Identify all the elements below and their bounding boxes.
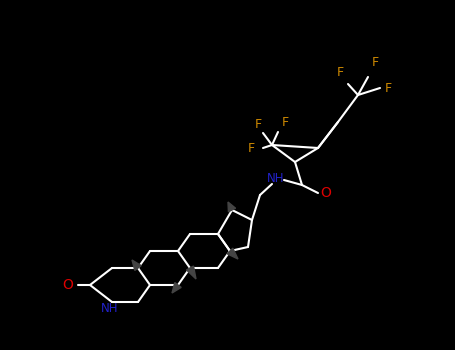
- Text: F: F: [371, 56, 379, 69]
- Polygon shape: [227, 248, 238, 259]
- Text: O: O: [321, 186, 331, 200]
- Text: O: O: [63, 278, 73, 292]
- Text: F: F: [384, 82, 392, 95]
- Text: F: F: [254, 119, 262, 132]
- Polygon shape: [187, 266, 196, 279]
- Text: F: F: [282, 116, 288, 128]
- Text: F: F: [336, 65, 344, 78]
- Polygon shape: [132, 260, 141, 271]
- Text: F: F: [248, 141, 254, 154]
- Text: NH: NH: [101, 301, 119, 315]
- Polygon shape: [228, 202, 236, 212]
- Text: NH: NH: [267, 172, 285, 184]
- Polygon shape: [172, 282, 181, 293]
